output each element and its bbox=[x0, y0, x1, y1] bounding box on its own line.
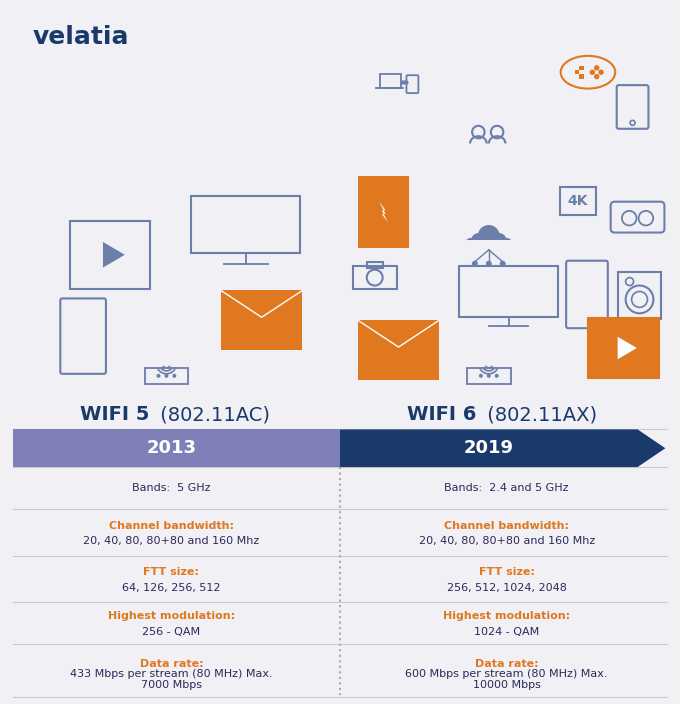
Bar bbox=[465, 240, 513, 253]
Text: Bands:  5 GHz: Bands: 5 GHz bbox=[132, 483, 211, 493]
Text: Data rate:: Data rate: bbox=[139, 658, 203, 669]
Bar bbox=[367, 262, 383, 268]
Text: FTT size:: FTT size: bbox=[143, 567, 199, 577]
Circle shape bbox=[472, 260, 478, 267]
Text: Channel bandwidth:: Channel bandwidth: bbox=[444, 521, 569, 531]
Circle shape bbox=[594, 74, 599, 80]
Bar bbox=[579, 65, 583, 70]
Text: WIFI 5: WIFI 5 bbox=[80, 405, 150, 424]
Text: 20, 40, 80, 80+80 and 160 Mhz: 20, 40, 80, 80+80 and 160 Mhz bbox=[418, 536, 595, 546]
Circle shape bbox=[598, 70, 604, 75]
Text: 64, 126, 256, 512: 64, 126, 256, 512 bbox=[122, 583, 220, 593]
Text: (802.11AX): (802.11AX) bbox=[481, 405, 597, 424]
Text: 256 - QAM: 256 - QAM bbox=[142, 627, 201, 637]
Polygon shape bbox=[379, 201, 388, 223]
Text: 2019: 2019 bbox=[464, 439, 514, 457]
Text: (802.11AC): (802.11AC) bbox=[154, 405, 269, 424]
Circle shape bbox=[465, 238, 477, 250]
Circle shape bbox=[478, 225, 500, 247]
Polygon shape bbox=[340, 429, 665, 467]
Text: 1024 - QAM: 1024 - QAM bbox=[474, 627, 539, 637]
Circle shape bbox=[594, 65, 599, 70]
Text: Bands:  2.4 and 5 GHz: Bands: 2.4 and 5 GHz bbox=[444, 483, 569, 493]
Circle shape bbox=[156, 374, 160, 378]
Text: Channel bandwidth:: Channel bandwidth: bbox=[109, 521, 234, 531]
Circle shape bbox=[479, 374, 483, 378]
Text: 433 Mbps per stream (80 MHz) Max.
7000 Mbps: 433 Mbps per stream (80 MHz) Max. 7000 M… bbox=[70, 669, 273, 690]
Polygon shape bbox=[617, 337, 637, 359]
Circle shape bbox=[165, 374, 169, 378]
Text: 600 Mbps per stream (80 MHz) Max.
10000 Mbps: 600 Mbps per stream (80 MHz) Max. 10000 … bbox=[405, 669, 608, 690]
Bar bbox=[467, 368, 511, 384]
Bar bbox=[353, 265, 396, 289]
Text: 256, 512, 1024, 2048: 256, 512, 1024, 2048 bbox=[447, 583, 566, 593]
Circle shape bbox=[495, 374, 498, 378]
Bar bbox=[145, 368, 188, 384]
Circle shape bbox=[500, 238, 513, 250]
Circle shape bbox=[173, 374, 176, 378]
Text: WIFI 6: WIFI 6 bbox=[407, 405, 477, 424]
Text: 2013: 2013 bbox=[146, 439, 197, 457]
Polygon shape bbox=[103, 242, 124, 268]
Bar bbox=[588, 318, 660, 378]
Bar bbox=[191, 196, 301, 253]
Text: FTT size:: FTT size: bbox=[479, 567, 534, 577]
Text: 20, 40, 80, 80+80 and 160 Mhz: 20, 40, 80, 80+80 and 160 Mhz bbox=[83, 536, 260, 546]
Bar bbox=[379, 74, 401, 88]
Bar bbox=[579, 75, 583, 79]
Circle shape bbox=[471, 233, 487, 249]
Bar bbox=[70, 221, 150, 289]
Text: velatia: velatia bbox=[33, 25, 129, 49]
Circle shape bbox=[486, 260, 492, 267]
Text: Data rate:: Data rate: bbox=[475, 658, 539, 669]
Text: Highest modulation:: Highest modulation: bbox=[108, 611, 235, 621]
Circle shape bbox=[487, 374, 491, 378]
Bar bbox=[560, 187, 596, 215]
Circle shape bbox=[500, 260, 506, 267]
Circle shape bbox=[590, 70, 595, 75]
Text: Highest modulation:: Highest modulation: bbox=[443, 611, 571, 621]
Bar bbox=[221, 291, 303, 350]
Text: 4K: 4K bbox=[568, 194, 588, 208]
Bar bbox=[358, 177, 409, 248]
Bar bbox=[575, 70, 579, 75]
Bar bbox=[459, 265, 558, 317]
Circle shape bbox=[491, 233, 507, 249]
Bar bbox=[358, 320, 439, 379]
Bar bbox=[13, 429, 340, 467]
Bar bbox=[617, 272, 662, 319]
